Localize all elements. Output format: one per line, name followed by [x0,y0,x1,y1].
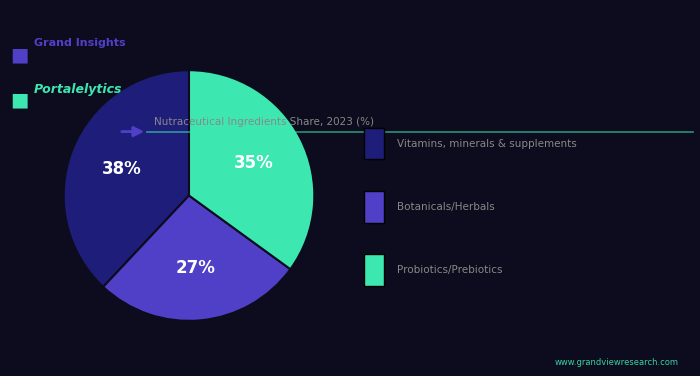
FancyBboxPatch shape [364,128,384,159]
Text: Portalelytics: Portalelytics [34,83,122,96]
Text: Nutraceutical Ingredients Share, 2023 (%): Nutraceutical Ingredients Share, 2023 (%… [154,117,374,127]
Text: ■: ■ [10,90,29,109]
Text: 35%: 35% [234,153,274,171]
Text: ■: ■ [10,45,29,64]
Text: Probiotics/Prebiotics: Probiotics/Prebiotics [397,265,503,275]
Text: 38%: 38% [102,160,141,178]
Text: Vitamins, minerals & supplements: Vitamins, minerals & supplements [397,139,577,149]
Text: Grand Insights: Grand Insights [34,38,125,48]
Wedge shape [103,196,290,321]
FancyBboxPatch shape [364,191,384,223]
Text: 27%: 27% [176,259,216,277]
Wedge shape [189,70,314,269]
Text: www.grandviewresearch.com: www.grandviewresearch.com [555,358,679,367]
FancyBboxPatch shape [364,254,384,286]
Text: Botanicals/Herbals: Botanicals/Herbals [397,202,495,212]
Wedge shape [64,70,189,287]
